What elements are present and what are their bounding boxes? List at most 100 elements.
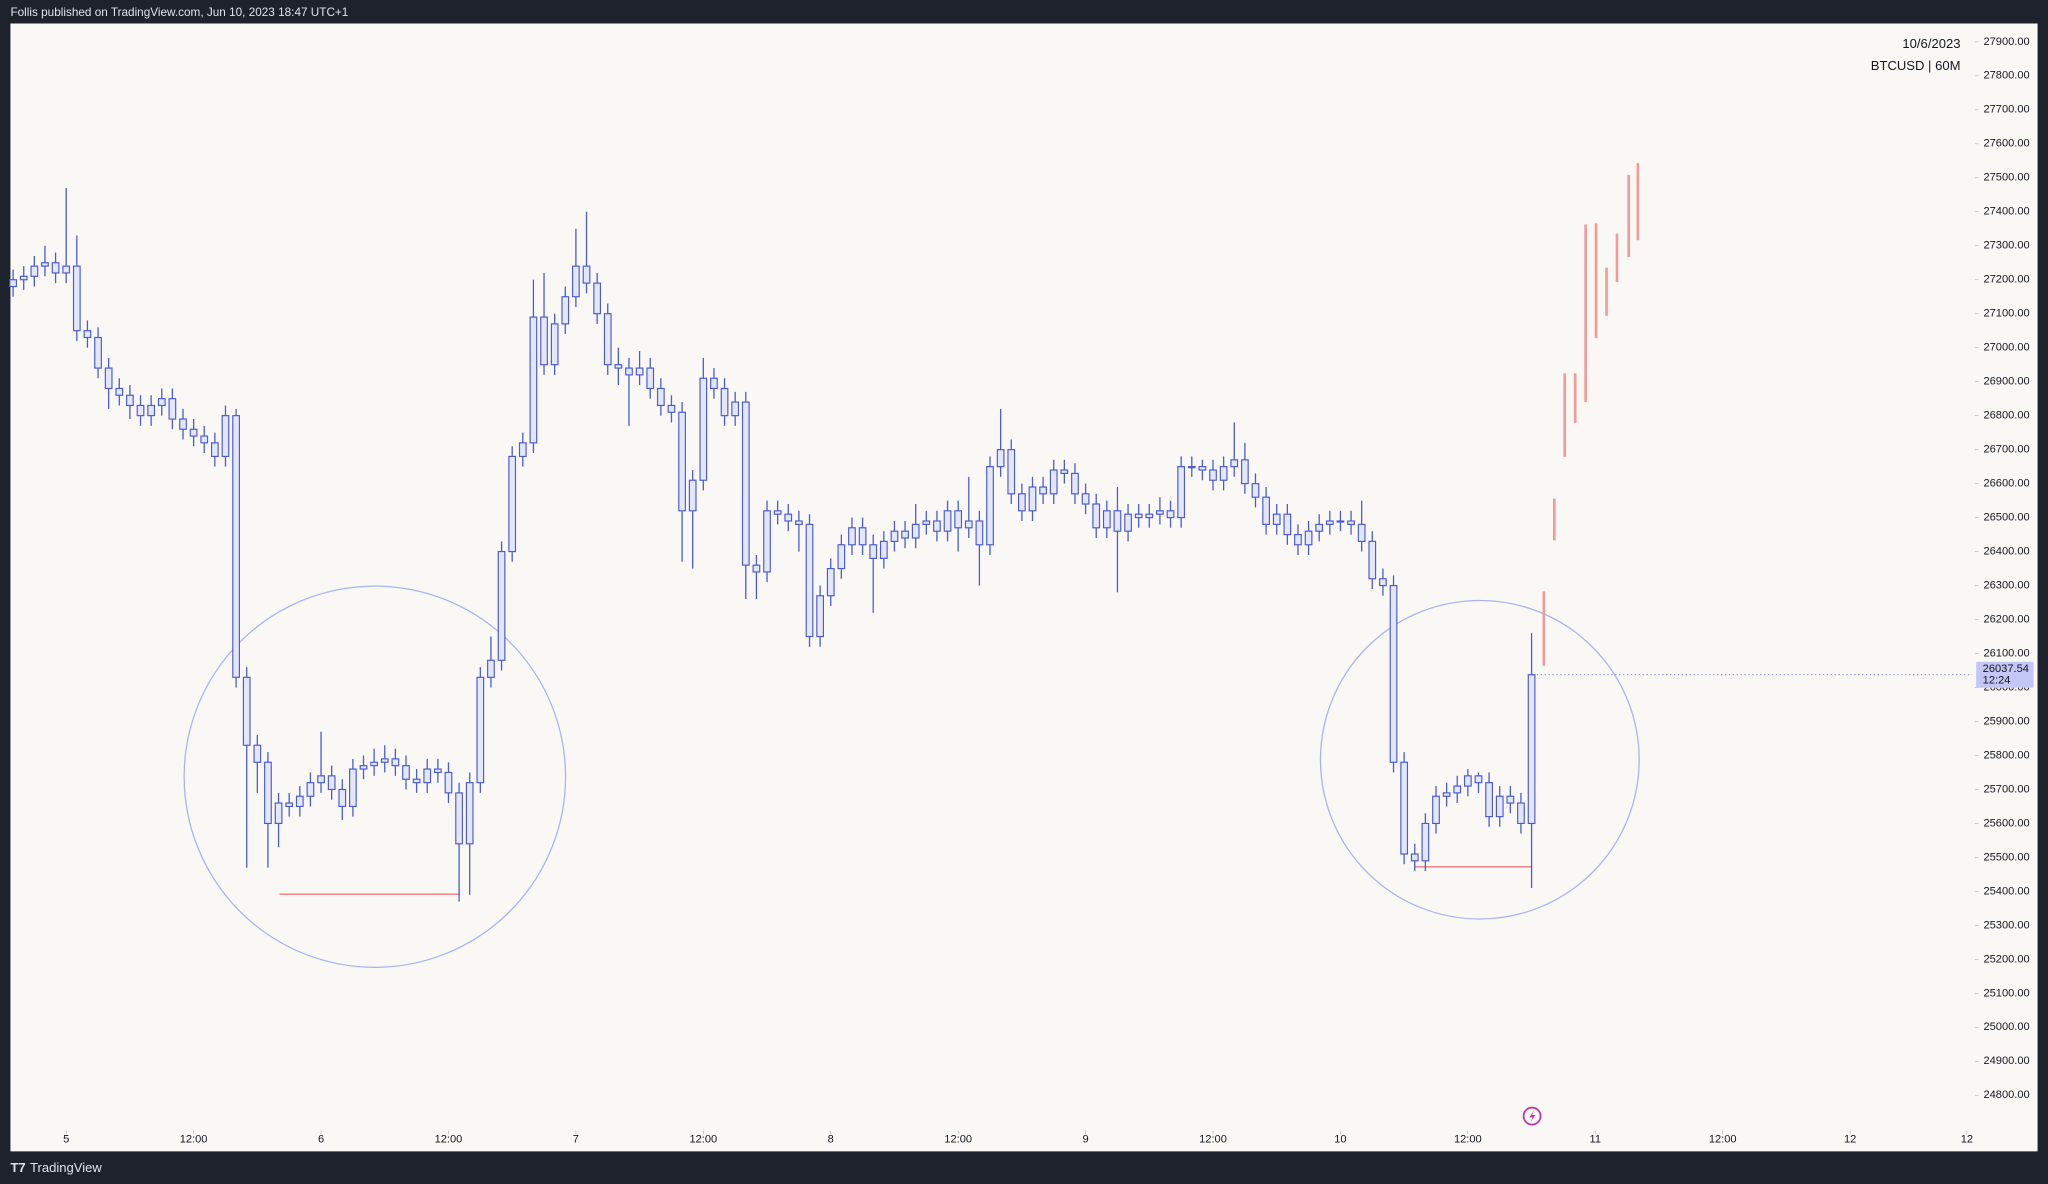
candle-body: [773, 510, 782, 515]
last-price-box: [1976, 661, 2034, 688]
candle-body: [699, 377, 708, 481]
highlight-circle: [183, 585, 567, 968]
candle-body: [136, 404, 145, 417]
candle-body: [189, 428, 198, 437]
y-tick-label: 26500.00: [1983, 512, 2029, 524]
candle-body: [9, 279, 17, 288]
candle-body: [848, 527, 856, 546]
candle-body: [412, 778, 421, 784]
candle-body: [529, 316, 538, 444]
candle-body: [550, 323, 559, 366]
y-tick-label: 25100.00: [1983, 987, 2029, 999]
candle-body: [667, 404, 676, 413]
candle-body: [295, 795, 304, 808]
candle-body: [752, 564, 761, 573]
candle-body: [1251, 483, 1260, 498]
candle-body: [1474, 775, 1483, 784]
candle-body: [1049, 469, 1058, 495]
candle-body: [1325, 520, 1334, 525]
y-tick-label: 27900.00: [1983, 36, 2029, 48]
candle-body: [1400, 761, 1409, 855]
candle-body: [1113, 510, 1122, 532]
candle-body: [1506, 795, 1515, 804]
candle-body: [487, 659, 495, 678]
y-tick-label: 24900.00: [1983, 1055, 2029, 1067]
candle-body: [890, 530, 899, 542]
candle-body: [1039, 486, 1047, 495]
candle-body: [901, 530, 909, 539]
candle-body: [327, 775, 336, 791]
candle-body: [1347, 520, 1355, 525]
candle-body: [274, 802, 283, 825]
candle-body: [763, 510, 771, 573]
x-tick-label: 12: [1844, 1134, 1856, 1146]
candle-body: [816, 595, 825, 638]
candle-body: [837, 544, 846, 570]
candles: [9, 187, 1536, 902]
candle-body: [317, 775, 325, 784]
candle-body: [1272, 513, 1281, 525]
y-tick-label: 25900.00: [1983, 715, 2029, 727]
y-tick-label: 27000.00: [1983, 342, 2029, 354]
candle-body: [1017, 493, 1026, 512]
candle-body: [646, 367, 655, 390]
x-tick-label: 11: [1590, 1134, 1602, 1146]
candle-body: [19, 275, 28, 281]
countdown-label: 12:24: [1983, 675, 2011, 687]
x-tick-label: 12:00: [1199, 1134, 1227, 1146]
y-tick-label: 27700.00: [1983, 104, 2029, 116]
candle-body: [582, 265, 591, 284]
candle-body: [1209, 469, 1217, 481]
candle-body: [338, 788, 347, 808]
candle-body: [1442, 792, 1451, 797]
footer-brand: TradingView: [30, 1160, 102, 1175]
candle-body: [826, 567, 835, 597]
candle-body: [1092, 503, 1101, 529]
candle-body: [168, 398, 177, 420]
alert-icon[interactable]: [1522, 1106, 1542, 1126]
candle-body: [1485, 782, 1493, 818]
y-tick-label: 25200.00: [1983, 953, 2029, 965]
x-tick-label: 12:00: [180, 1134, 208, 1146]
candle-body: [72, 265, 81, 332]
x-tick-label: 5: [63, 1134, 69, 1146]
y-tick-label: 27100.00: [1983, 308, 2029, 320]
candle-body: [805, 523, 814, 638]
candle-body: [954, 510, 963, 529]
x-tick-label: 9: [1083, 1134, 1089, 1146]
candle-body: [1389, 584, 1398, 763]
candle-body: [1219, 466, 1228, 481]
candle-body: [1517, 802, 1525, 825]
alert-icon-ring[interactable]: [1522, 1106, 1542, 1126]
candle-body: [561, 296, 570, 325]
candle-body: [1230, 459, 1239, 468]
candle-body: [94, 336, 102, 369]
x-tick-label: 7: [573, 1134, 579, 1146]
y-tick-label: 27800.00: [1983, 70, 2029, 82]
candle-body: [1410, 853, 1419, 862]
candle-body: [444, 771, 453, 794]
candle-body: [1432, 795, 1440, 825]
candle-body: [41, 262, 49, 267]
candle-body: [858, 527, 867, 546]
candle-body: [179, 418, 187, 430]
candle-body: [83, 330, 92, 339]
candle-body: [741, 401, 750, 566]
candle-body: [1283, 513, 1292, 536]
candle-body: [795, 520, 803, 525]
candle-body: [30, 265, 39, 277]
x-tick-label: 12:00: [1709, 1134, 1737, 1146]
y-tick-label: 27300.00: [1983, 240, 2029, 252]
candle-body: [518, 442, 527, 458]
candle-body: [1071, 472, 1079, 495]
candle-body: [1145, 513, 1154, 519]
candle-body: [115, 387, 124, 396]
candle-body: [476, 676, 485, 784]
alert-icon-bolt[interactable]: [1529, 1110, 1536, 1122]
candle-body: [784, 513, 793, 522]
candle-body: [911, 523, 920, 539]
candle-body: [1527, 674, 1536, 825]
y-tick-label: 25000.00: [1983, 1021, 2029, 1033]
candle-body: [380, 758, 389, 763]
